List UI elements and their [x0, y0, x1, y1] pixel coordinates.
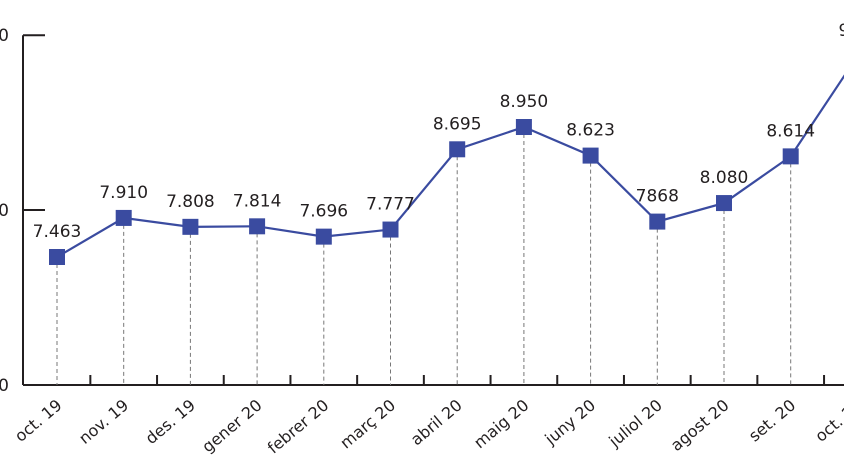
data-label: 7.696	[299, 202, 348, 222]
data-point	[249, 218, 266, 235]
data-point	[449, 141, 466, 158]
x-tick-label: maig 20	[470, 396, 532, 453]
data-point	[582, 147, 599, 164]
y-tick-label: 10.000	[0, 26, 9, 46]
data-label: 8.950	[500, 92, 549, 112]
x-tick-label: gener 20	[198, 396, 265, 457]
data-point	[382, 221, 399, 238]
data-point	[49, 249, 65, 265]
data-point	[115, 209, 132, 226]
data-label: 7.777	[366, 195, 415, 215]
data-point	[182, 218, 199, 235]
data-label: 8.623	[566, 121, 615, 141]
data-label: 8.080	[700, 168, 749, 188]
data-point	[716, 195, 732, 212]
data-label: 7.814	[233, 191, 282, 211]
x-tick-label: juliol 20	[605, 396, 666, 452]
data-label: 8.695	[433, 114, 482, 134]
y-tick-label: 6.000	[0, 376, 9, 396]
x-tick-label: oct. 19	[11, 396, 66, 446]
data-label: 7.910	[99, 183, 148, 203]
x-tick-label: nov. 19	[75, 396, 132, 448]
x-tick-label: febrer 20	[264, 396, 333, 458]
data-point	[782, 148, 799, 165]
data-label: 7868	[636, 187, 679, 207]
x-tick-label: agost 20	[667, 396, 733, 455]
data-point	[315, 228, 332, 245]
data-label: 7.463	[33, 222, 82, 242]
x-tick-label: des. 19	[142, 396, 199, 448]
data-label: 8.614	[766, 121, 815, 141]
data-label: 7.808	[166, 192, 215, 212]
x-tick-label: set. 20	[745, 396, 799, 446]
x-tick-label: oct. 20	[811, 396, 844, 446]
x-tick-label: març 20	[336, 396, 399, 453]
y-tick-label: 8.000	[0, 201, 9, 221]
data-point	[515, 119, 532, 136]
x-tick-label: abril 20	[407, 396, 466, 450]
x-tick-label: juny 20	[541, 396, 600, 450]
data-label: 9.76	[838, 21, 844, 41]
data-point	[649, 213, 666, 230]
